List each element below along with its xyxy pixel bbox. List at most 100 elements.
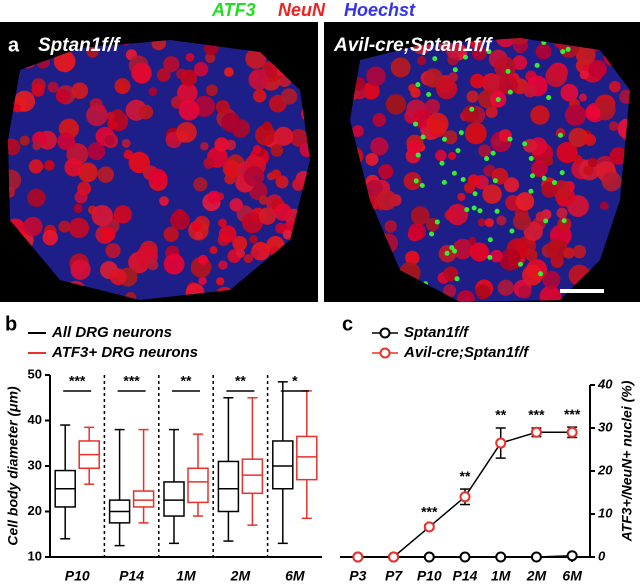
x-tick-label: P7 xyxy=(385,568,403,584)
cell xyxy=(258,207,277,225)
cell xyxy=(435,149,447,162)
x-tick-label: P14 xyxy=(119,568,144,584)
cell xyxy=(200,142,209,151)
nucleus xyxy=(413,121,419,127)
stain-label: NeuN xyxy=(278,0,326,20)
cell xyxy=(222,160,240,177)
nucleus xyxy=(441,136,447,142)
nucleus xyxy=(471,205,477,211)
cell xyxy=(461,105,479,123)
cell xyxy=(446,43,461,59)
cell xyxy=(564,104,587,126)
cell xyxy=(512,212,531,231)
cell xyxy=(410,206,430,226)
cell xyxy=(105,242,121,259)
legend-label: Sptan1f/f xyxy=(404,324,470,341)
cell xyxy=(221,112,242,133)
cell xyxy=(203,157,215,169)
nucleus xyxy=(439,160,445,166)
cell xyxy=(163,253,185,275)
cell xyxy=(499,249,521,271)
cell xyxy=(493,138,502,147)
nucleus xyxy=(486,49,492,55)
cell xyxy=(370,137,389,156)
cell xyxy=(73,203,83,213)
cell xyxy=(194,231,203,240)
cell xyxy=(456,290,475,302)
cell xyxy=(408,222,426,241)
cell xyxy=(64,158,83,177)
cell xyxy=(198,276,207,285)
cell xyxy=(177,82,198,104)
cell xyxy=(518,285,532,299)
cell xyxy=(292,178,305,191)
cell xyxy=(556,141,578,164)
cell xyxy=(478,144,492,158)
sig-label: ** xyxy=(460,468,471,484)
cell xyxy=(435,77,458,100)
cell xyxy=(417,55,427,66)
cell xyxy=(469,73,485,89)
cell xyxy=(503,177,520,193)
nucleus xyxy=(529,173,535,179)
y-axis-label: Cell body diameter (μm) xyxy=(5,386,21,546)
x-tick-label: 6M xyxy=(562,568,582,584)
cell xyxy=(207,190,222,205)
cell xyxy=(587,157,598,168)
legend-label: Avil-cre;Sptan1f/f xyxy=(403,344,530,361)
point xyxy=(423,521,435,533)
cell xyxy=(91,204,113,227)
nucleus xyxy=(449,245,455,251)
cell xyxy=(232,235,248,251)
cell xyxy=(58,220,71,233)
cell xyxy=(214,137,229,152)
cell xyxy=(218,260,228,270)
cell xyxy=(104,134,115,146)
cell xyxy=(385,94,407,115)
nucleus xyxy=(472,191,478,197)
y-tick-label: 40 xyxy=(597,376,613,391)
nucleus xyxy=(538,271,544,277)
cell xyxy=(149,168,168,187)
nucleus xyxy=(441,179,447,185)
cell xyxy=(53,50,76,73)
cell xyxy=(31,83,45,97)
cell xyxy=(243,166,265,187)
legend-label: ATF3+ DRG neurons xyxy=(51,344,198,361)
x-tick-label: P10 xyxy=(65,568,90,584)
cell xyxy=(406,140,422,155)
cell xyxy=(252,144,262,154)
nucleus xyxy=(509,228,515,234)
cell xyxy=(563,247,575,259)
cell xyxy=(270,143,284,157)
cell xyxy=(121,138,131,148)
cell xyxy=(490,249,503,263)
nucleus xyxy=(557,132,563,138)
cell xyxy=(178,99,200,121)
cell xyxy=(113,205,132,224)
cell xyxy=(362,82,380,100)
cell xyxy=(475,284,491,300)
cell xyxy=(248,69,270,90)
y-tick-label: 40 xyxy=(28,412,42,427)
cell xyxy=(12,103,21,113)
cell xyxy=(468,236,477,246)
cell xyxy=(573,154,583,164)
cell xyxy=(262,121,273,131)
cell xyxy=(110,109,125,123)
cell xyxy=(482,184,502,204)
cell xyxy=(250,248,260,258)
cell xyxy=(485,105,498,118)
cell xyxy=(366,66,386,87)
cell xyxy=(206,84,218,97)
cell xyxy=(19,135,30,146)
cell xyxy=(218,225,237,243)
x-tick-label: P10 xyxy=(417,568,442,584)
cell xyxy=(159,196,169,206)
legend-label: All DRG neurons xyxy=(51,324,172,341)
cell xyxy=(289,128,308,147)
cell xyxy=(147,259,159,271)
cell xyxy=(78,162,98,183)
cell xyxy=(609,147,628,165)
cell xyxy=(71,82,89,100)
